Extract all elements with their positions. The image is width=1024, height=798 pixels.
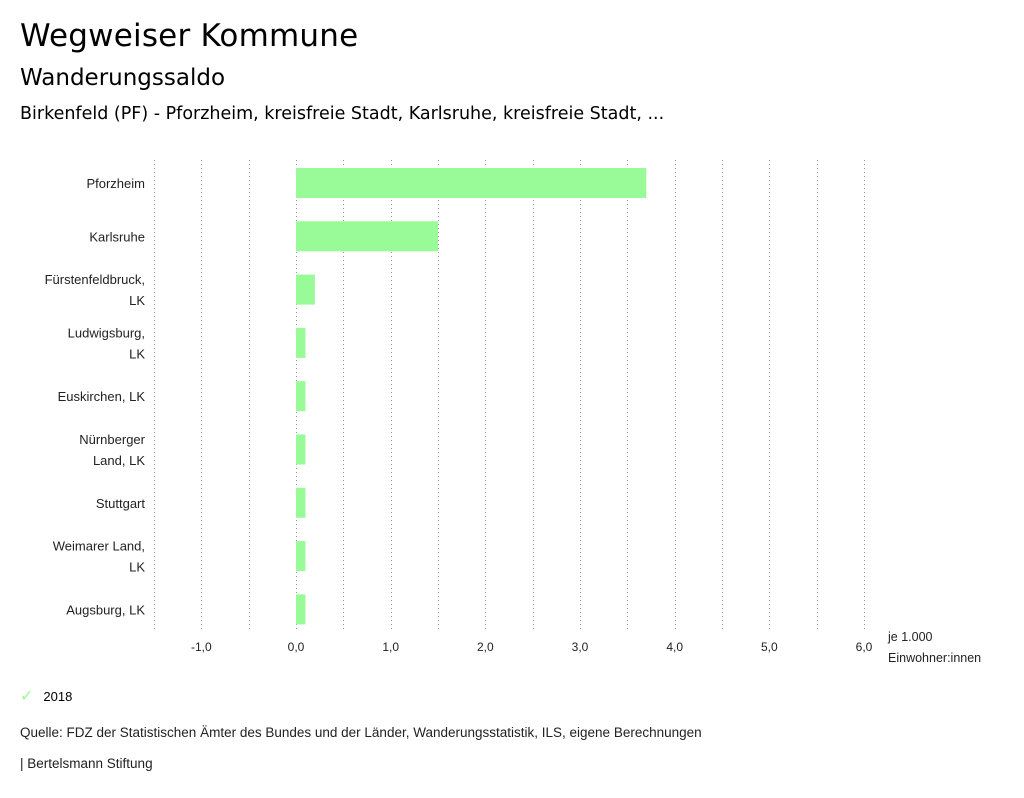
x-tick-label: 4,0 — [666, 640, 683, 654]
category-label: Karlsruhe — [89, 229, 145, 244]
region-label: Birkenfeld (PF) - Pforzheim, kreisfreie … — [20, 104, 665, 124]
x-tick-label: 2,0 — [477, 640, 494, 654]
category-label: Weimarer Land, — [53, 539, 145, 554]
bar — [296, 434, 306, 465]
bar — [296, 594, 306, 625]
bar — [296, 274, 315, 305]
category-label: Stuttgart — [96, 496, 146, 511]
x-unit-label: je 1.000 — [887, 630, 933, 644]
chart-subtitle: Wanderungssaldo — [20, 65, 226, 91]
x-tick-label: 5,0 — [761, 640, 778, 654]
brand-label: | Bertelsmann Stiftung — [20, 756, 153, 771]
bar — [296, 327, 306, 358]
bar — [296, 541, 306, 572]
check-icon: ✓ — [20, 688, 34, 705]
category-label: Land, LK — [93, 453, 145, 468]
category-label: Augsburg, LK — [66, 602, 145, 617]
category-label: Pforzheim — [86, 176, 145, 191]
x-tick-label: 3,0 — [572, 640, 589, 654]
page-title: Wegweiser Kommune — [20, 18, 359, 54]
x-tick-label: 0,0 — [288, 640, 305, 654]
category-label: Nürnberger — [79, 432, 145, 447]
bar-chart: -1,0 0,0 1,0 2,0 3,0 4,0 5,0 6,0 je 1.000 Einwohn… — [45, 160, 981, 665]
x-tick-label: -1,0 — [191, 640, 212, 654]
x-tick-label: 6,0 — [856, 640, 873, 654]
bar — [296, 221, 438, 252]
x-tick-label: 1,0 — [382, 640, 399, 654]
bar — [296, 381, 306, 412]
category-label: Fürstenfeldbruck, — [45, 272, 145, 287]
category-label: Ludwigsburg, — [68, 325, 145, 340]
legend-label: 2018 — [43, 688, 73, 704]
bar — [296, 487, 306, 518]
source-note: Quelle: FDZ der Statistischen Ämter des … — [20, 725, 702, 740]
legend[interactable]: ✓ 2018 — [20, 686, 72, 706]
category-label: LK — [129, 293, 145, 308]
category-label: LK — [129, 560, 145, 575]
bar — [296, 168, 647, 198]
category-label: LK — [129, 346, 145, 361]
category-label: Euskirchen, LK — [58, 389, 146, 404]
x-unit-label: Einwohner:innen — [888, 651, 981, 665]
